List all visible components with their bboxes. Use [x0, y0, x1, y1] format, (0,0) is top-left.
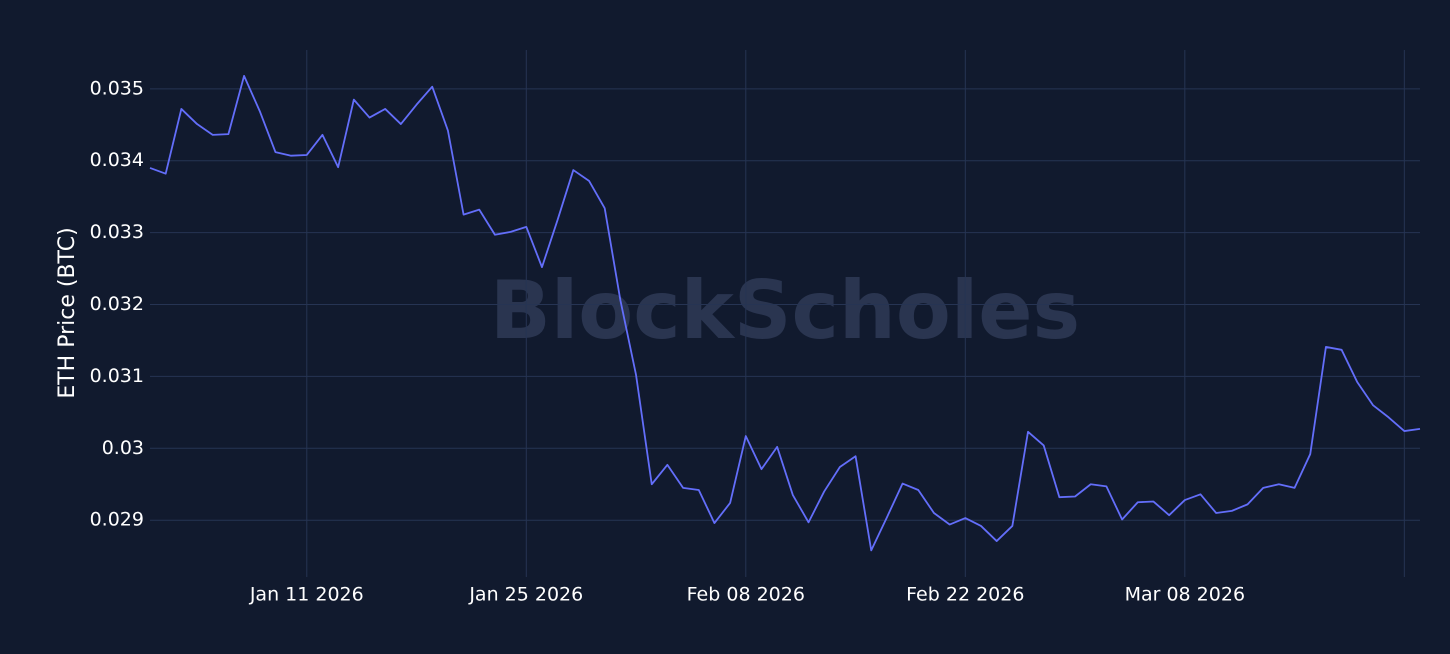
y-tick-label: 0.035 [90, 77, 144, 99]
y-tick-label: 0.03 [102, 437, 144, 459]
y-axis-label: ETH Price (BTC) [55, 227, 80, 398]
x-tick-label: Jan 11 2026 [249, 584, 364, 606]
y-tick-label: 0.032 [90, 293, 144, 315]
y-tick-label: 0.034 [90, 149, 144, 171]
y-tick-label: 0.033 [90, 221, 144, 243]
y-tick-label: 0.029 [90, 509, 144, 531]
y-tick-label: 0.031 [90, 365, 144, 387]
price-line [149, 74, 1421, 552]
x-tick-label: Jan 25 2026 [468, 584, 583, 606]
x-tick-label: Feb 22 2026 [906, 584, 1024, 606]
watermark: BlockScholes [490, 264, 1080, 357]
x-tick-label: Feb 08 2026 [687, 584, 805, 606]
x-tick-label: Mar 08 2026 [1125, 584, 1245, 606]
